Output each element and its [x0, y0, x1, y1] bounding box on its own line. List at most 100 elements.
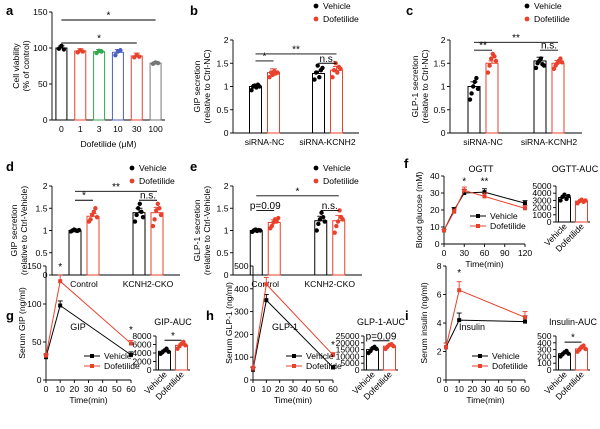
- legend-marker: [313, 16, 319, 22]
- data-point: [320, 65, 325, 71]
- y-tick-label: 0.5: [434, 105, 446, 115]
- x-category-label: 1: [78, 124, 83, 134]
- x-category-label: 0: [59, 124, 64, 134]
- y-tick-label: 0: [441, 128, 446, 138]
- y-tick-label: 6: [437, 290, 442, 300]
- y-tick-label: 50: [32, 337, 42, 347]
- significance-label: **: [479, 41, 487, 52]
- significance-label: *: [457, 268, 461, 279]
- legend-label: Dofetilide: [323, 176, 359, 186]
- data-point: [583, 346, 588, 352]
- legend-label: Dofetilide: [306, 361, 342, 371]
- legend-label: Dofetilide: [323, 14, 359, 24]
- significance-label: *: [171, 331, 175, 342]
- x-category-label: 30: [132, 124, 142, 134]
- y-tick-label: 500: [537, 331, 552, 341]
- x-category-label: siRNA-KCNH2: [299, 137, 356, 147]
- significance-label: *: [107, 11, 111, 22]
- x-tick-label: 10: [262, 384, 272, 394]
- panel-title: OGTT-AUC: [552, 164, 599, 174]
- y-tick-label: 2: [43, 181, 48, 191]
- x-category-label: 3: [97, 124, 102, 134]
- x-category-label: KCNH2-CKO: [304, 279, 355, 289]
- y-tick-label: 5000: [532, 181, 551, 191]
- x-tick-label: 40: [98, 384, 108, 394]
- legend-marker: [90, 354, 94, 358]
- significance-label: **: [112, 182, 120, 193]
- x-category-label: 10: [113, 124, 123, 134]
- bar: [267, 72, 280, 134]
- legend-marker: [292, 364, 296, 368]
- y-tick-label: 20: [430, 205, 440, 215]
- y-tick-label: 2: [224, 181, 229, 191]
- data-point: [444, 345, 448, 350]
- data-point: [267, 74, 272, 80]
- data-point: [558, 56, 563, 61]
- y-tick-label: 1000: [532, 210, 551, 220]
- significance-label: *: [263, 51, 267, 62]
- y-tick-label: 1: [43, 226, 48, 236]
- bar: [149, 62, 162, 121]
- data-point: [523, 315, 527, 320]
- data-point: [135, 206, 141, 211]
- data-point: [322, 219, 327, 224]
- data-point: [155, 60, 161, 66]
- y-tick-label: 100: [33, 43, 48, 53]
- x-tick-label: 10: [454, 384, 464, 394]
- data-point: [152, 217, 157, 222]
- data-point: [113, 53, 118, 58]
- panel-e: e00.511.52ControlKCNH2-CKOp=0.09*n.s.Veh…: [190, 159, 362, 289]
- x-tick-label: 30: [481, 384, 491, 394]
- data-point: [91, 209, 96, 215]
- data-point: [153, 208, 159, 213]
- x-tick-label: 120: [518, 248, 533, 258]
- bar: [130, 55, 143, 121]
- bar: [533, 60, 547, 134]
- y-tick-label: 2: [441, 35, 446, 45]
- x-tick-label: 50: [112, 384, 122, 394]
- data-point: [541, 63, 547, 68]
- legend-marker: [90, 364, 94, 368]
- y-axis-label: Serum GLP-1 (ng/ml): [224, 282, 234, 364]
- data-point: [489, 56, 494, 61]
- y-tick-label: 20000: [336, 338, 360, 348]
- x-tick-label: 40: [302, 384, 312, 394]
- significance-label: *: [331, 340, 335, 351]
- panel-f-auc: 010002000300040005000VehicleDofetilideOG…: [532, 164, 598, 254]
- data-point: [317, 74, 322, 80]
- data-point: [59, 43, 64, 49]
- data-point: [533, 65, 539, 71]
- legend-marker: [478, 354, 482, 358]
- data-point: [523, 206, 527, 211]
- data-point: [158, 212, 164, 218]
- significance-label: *: [571, 333, 575, 344]
- data-point: [166, 349, 171, 354]
- x-category-label: 100: [148, 124, 163, 134]
- data-point: [331, 68, 337, 73]
- x-tick-label: 0: [251, 384, 256, 394]
- data-point: [183, 343, 188, 348]
- y-tick-label: 0: [355, 365, 360, 375]
- data-point: [56, 46, 62, 51]
- y-tick-label: 8: [437, 261, 442, 271]
- x-tick-label: 10: [55, 384, 65, 394]
- y-tick-label: 1.5: [217, 203, 229, 213]
- y-axis-label: GLP-1 secretion(relative to Ctrl-NC): [410, 49, 430, 123]
- panel-title: GLP-1: [272, 322, 298, 332]
- x-axis-label: Dofetilide (μM): [80, 139, 136, 149]
- data-point: [312, 77, 317, 82]
- y-tick-label: 0: [547, 365, 552, 375]
- panel-title: GIP-AUC: [154, 317, 192, 327]
- panel-label: a: [6, 3, 14, 18]
- y-tick-label: 100: [234, 352, 249, 362]
- data-point: [335, 70, 340, 75]
- legend-marker: [524, 3, 530, 9]
- legend-marker: [313, 3, 319, 9]
- y-tick-label: 1: [224, 226, 229, 236]
- panel-label: i: [405, 308, 409, 323]
- legend-marker: [524, 16, 530, 22]
- panel-i: i 0 2 4 6 8 0 10 20 30 40 50 60 * Insulin VehicleDofeti…: [405, 261, 530, 405]
- y-tick-label: 4000: [132, 348, 151, 358]
- data-point: [523, 201, 527, 206]
